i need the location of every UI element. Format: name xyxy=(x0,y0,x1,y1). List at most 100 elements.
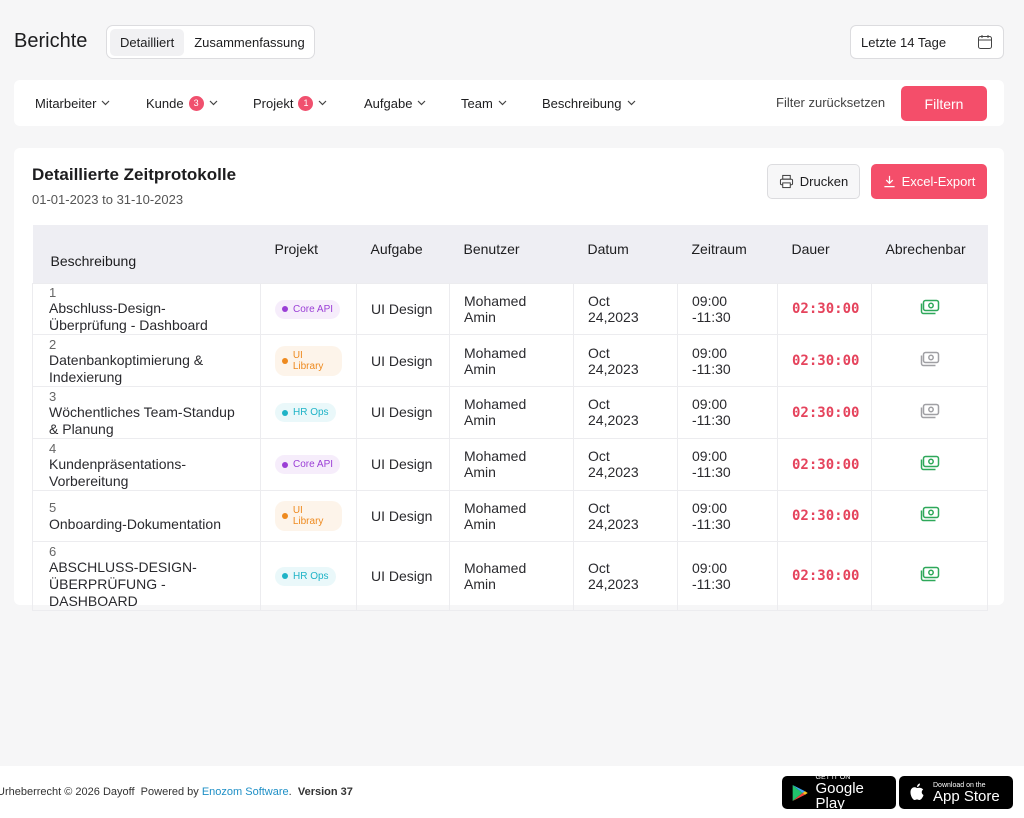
filter-dropdown[interactable]: Team xyxy=(461,80,507,126)
billable-icon xyxy=(920,300,939,315)
filter-label: Kunde xyxy=(146,95,184,111)
store-small: Download on the xyxy=(933,781,986,789)
chevron xyxy=(209,100,218,106)
apple-icon xyxy=(910,783,924,800)
filter-dropdown[interactable]: Kunde 3 xyxy=(146,80,218,126)
user: Mohamed Amin xyxy=(449,386,574,439)
chevron xyxy=(101,100,110,106)
filter-dropdown[interactable]: Aufgabe xyxy=(364,80,426,126)
view-tabs: Detailliert Zusammenfassung xyxy=(106,25,315,59)
project-tag: HR Ops xyxy=(275,403,336,423)
tab[interactable]: Detailliert xyxy=(110,28,185,56)
time-range: 09:00 -11:30 xyxy=(677,540,778,611)
billable-cell xyxy=(871,334,988,388)
task: UI Design xyxy=(356,334,450,388)
report-period: 01-01-2023 to 31-10-2023 xyxy=(32,192,184,207)
tag-dot xyxy=(282,461,288,468)
filter-badge: 1 xyxy=(298,95,314,111)
duration-cell: 02:30:00 xyxy=(777,386,872,439)
duration-cell: 02:30:00 xyxy=(777,282,872,336)
billable-cell xyxy=(871,282,988,336)
row-index: 2 xyxy=(49,337,57,353)
footer-text: Urheberrecht © 2026 Dayoff Powered by En… xyxy=(0,786,353,798)
table-body: 1Abschluss-Design-Überprüfung - Dashboar… xyxy=(32,282,988,611)
project-tag: Core API xyxy=(275,455,341,475)
company-link[interactable]: Enozom Software xyxy=(201,786,289,798)
time-range: 09:00 -11:30 xyxy=(677,386,778,439)
page-title: Berichte xyxy=(14,30,88,52)
report-title: Detaillierte Zeitprotokolle xyxy=(32,165,237,184)
filter-label: Mitarbeiter xyxy=(35,95,97,111)
duration: 02:30:00 xyxy=(792,353,860,370)
footer: Urheberrecht © 2026 Dayoff Powered by En… xyxy=(0,766,1024,818)
calendar-icon xyxy=(978,35,992,49)
export-label: Excel-Export xyxy=(901,174,976,189)
apply-filter[interactable]: Filtern xyxy=(901,86,987,121)
date-picker[interactable]: Letzte 14 Tage xyxy=(850,25,1004,59)
tag-dot xyxy=(282,573,288,580)
version: 37 xyxy=(340,786,353,798)
reset-filters[interactable]: Filter zurücksetzen xyxy=(776,95,886,110)
tab[interactable]: Zusammenfassung xyxy=(194,34,305,50)
billable-cell xyxy=(871,437,988,491)
project-tag: UI Library xyxy=(275,500,342,531)
date: Oct 24,2023 xyxy=(573,489,678,542)
filter-dropdown[interactable]: Beschreibung xyxy=(542,80,636,126)
description: Abschluss-Design-Überprüfung - Dashboard xyxy=(49,300,208,334)
filter-label: Team xyxy=(461,95,493,111)
store-big: App Store xyxy=(933,787,1000,805)
billable-icon xyxy=(920,507,939,522)
table-row: 2Datenbankoptimierung & Indexierung UI Li… xyxy=(32,334,988,388)
export-button[interactable]: Excel-Export xyxy=(871,164,987,199)
description-cell: 6ABSCHLUSS-DESIGN-ÜBERPRÜFUNG - DASHBOAR… xyxy=(32,540,261,611)
user: Mohamed Amin xyxy=(449,437,574,491)
task: UI Design xyxy=(356,489,450,542)
task: UI Design xyxy=(356,282,450,336)
store-big: Google Play xyxy=(815,780,864,812)
duration-cell: 02:30:00 xyxy=(777,334,872,388)
row-index: 6 xyxy=(49,543,57,559)
filter-dropdown[interactable]: Mitarbeiter xyxy=(35,80,110,126)
filter-dropdown[interactable]: Projekt 1 xyxy=(253,80,327,126)
google-play-badge[interactable]: GET IT ON Google Play xyxy=(782,774,896,812)
user: Mohamed Amin xyxy=(449,540,574,611)
column-header: Aufgabe xyxy=(356,225,450,283)
duration: 02:30:00 xyxy=(792,508,860,525)
table-row: 1Abschluss-Design-Überprüfung - Dashboar… xyxy=(32,282,988,336)
project-cell: UI Library xyxy=(260,489,357,542)
powered-by: Powered by xyxy=(140,786,199,798)
column-header: Datum xyxy=(573,225,678,283)
billable-icon xyxy=(920,567,939,582)
description-cell: 4Kundenpräsentations-Vorbereitung xyxy=(32,437,261,491)
duration: 02:30:00 xyxy=(792,456,860,473)
billable-cell xyxy=(871,540,988,611)
project-name: UI Library xyxy=(292,504,324,527)
project-name: UI Library xyxy=(292,349,324,372)
app-store-badge[interactable]: Download on the App Store xyxy=(899,776,1013,809)
column-header: Projekt xyxy=(260,225,357,283)
project-name: Core API xyxy=(293,459,334,471)
row-index: 5 xyxy=(49,500,57,516)
table-row: 6ABSCHLUSS-DESIGN-ÜBERPRÜFUNG - DASHBOAR… xyxy=(32,540,988,611)
project-cell: UI Library xyxy=(260,334,357,388)
description-cell: 1Abschluss-Design-Überprüfung - Dashboar… xyxy=(32,282,261,336)
duration: 02:30:00 xyxy=(792,301,860,318)
table-row: 3Wöchentliches Team-Standup & Planung HR … xyxy=(32,386,988,439)
row-index: 4 xyxy=(49,440,57,456)
duration-cell: 02:30:00 xyxy=(777,489,872,542)
project-tag: HR Ops xyxy=(275,566,336,586)
tag-dot xyxy=(282,357,288,364)
chevron xyxy=(498,100,507,106)
print-button[interactable]: Drucken xyxy=(767,164,860,199)
project-name: Core API xyxy=(293,303,334,315)
table-row: 5Onboarding-Dokumentation UI Library UI De… xyxy=(32,489,988,542)
header-row: Beschreibung Projekt Aufgabe Benutzer Datum Z… xyxy=(32,225,988,283)
description-cell: 2Datenbankoptimierung & Indexierung xyxy=(32,334,261,388)
tag-dot xyxy=(282,306,288,313)
project-cell: Core API xyxy=(260,282,357,336)
user: Mohamed Amin xyxy=(449,282,574,336)
date-range: Letzte 14 Tage xyxy=(861,34,947,50)
billable-cell xyxy=(871,386,988,439)
task: UI Design xyxy=(356,386,450,439)
